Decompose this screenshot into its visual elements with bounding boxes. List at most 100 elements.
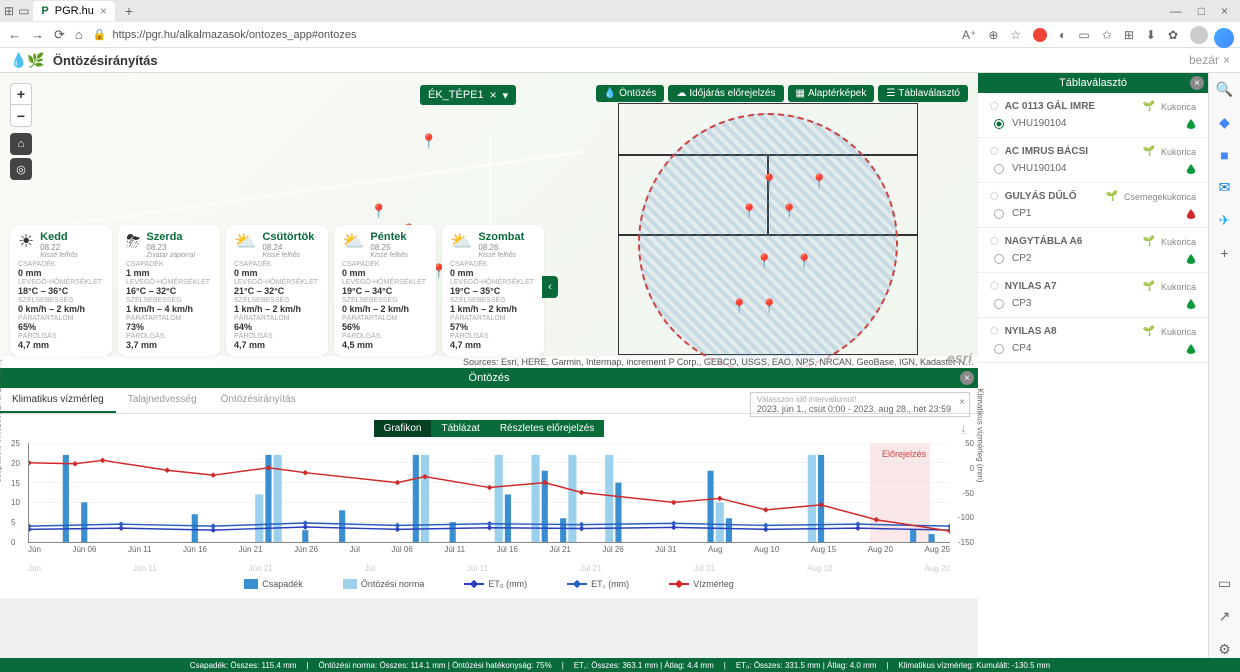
weather-card[interactable]: ☀Kedd08.22Kissé felhős CSAPADÉK0 mm LEVE…	[10, 225, 112, 356]
url-bar[interactable]: 🔒 https://pgr.hu/alkalmazasok/ontozes_ap…	[93, 28, 952, 41]
tabs-icon[interactable]: ▭	[18, 4, 29, 18]
copilot-icon[interactable]	[1214, 28, 1234, 48]
field-radio[interactable]	[994, 164, 1004, 174]
pin-icon[interactable]: 📍	[731, 298, 748, 315]
edge-settings-icon[interactable]: ⚙	[1218, 641, 1231, 658]
field-radio[interactable]	[994, 299, 1004, 309]
field-name: CP2	[1012, 253, 1178, 264]
edge-tool1-icon[interactable]: ◆	[1219, 114, 1230, 131]
pin-icon[interactable]: 📍	[370, 203, 387, 220]
field-selector-dropdown[interactable]: ÉK_TÉPE1 × ▾	[420, 85, 516, 105]
edge-share-icon[interactable]: ↗	[1219, 608, 1231, 625]
sidebar-field-item[interactable]: CP2	[990, 253, 1196, 264]
edge-search-icon[interactable]: 🔍	[1216, 81, 1233, 98]
edge-add-icon[interactable]: +	[1220, 245, 1228, 261]
field-selector-clear-icon[interactable]: ×	[490, 88, 497, 102]
download-icon[interactable]: ⬇	[1146, 28, 1156, 42]
favorites-bar-icon[interactable]: ✩	[1102, 28, 1112, 42]
pin-icon[interactable]: 📍	[741, 203, 758, 220]
weather-card[interactable]: ⛅Csütörtök08.24Kissé felhős CSAPADÉK0 mm…	[226, 225, 328, 356]
collections-icon[interactable]: ▭	[1078, 28, 1089, 42]
tab-talajnedvesseg[interactable]: Talajnedvesség	[116, 388, 209, 413]
close-panel-label: bezár	[1189, 53, 1219, 67]
pin-icon[interactable]: 📍	[420, 133, 437, 150]
pin-icon[interactable]: 📍	[796, 253, 813, 270]
crop-icon: 🌱	[1143, 146, 1155, 157]
subtab-tablazat[interactable]: Táblázat	[431, 420, 489, 437]
field-radio[interactable]	[994, 254, 1004, 264]
extensions-icon[interactable]: ⊞	[1124, 28, 1134, 42]
crop-icon: 🌱	[1106, 191, 1118, 202]
sidebar-field-item[interactable]: VHU190104	[990, 163, 1196, 174]
field-selector-sidebar: Táblaválasztó × ⬠ AC 0113 GÁL IMRE 🌱 Kuk…	[978, 73, 1208, 658]
pin-icon[interactable]: 📍	[761, 298, 778, 315]
map[interactable]: 📍 📍 📍 📍 📍 📍 📍 📍 📍 📍 📍 📍 + − ⌂ ◎ ÉK_TÉPE1…	[0, 73, 978, 368]
map-locate-button[interactable]: ◎	[10, 158, 32, 180]
interval-picker[interactable]: Válasszon idő intervallumot! 2023. jún 1…	[750, 392, 970, 417]
edge-tool2-icon[interactable]: ■	[1220, 147, 1228, 163]
map-fieldselect-button[interactable]: ☰ Táblaválasztó	[878, 85, 968, 102]
edge-panel-icon[interactable]: ▭	[1218, 575, 1231, 592]
collapse-weather-button[interactable]: ‹	[542, 276, 558, 298]
subtab-reszletes[interactable]: Részletes előrejelzés	[490, 420, 605, 437]
irrigation-panel-header: Öntözés ×	[0, 368, 978, 388]
field-radio[interactable]	[994, 119, 1004, 129]
weather-card[interactable]: ⛅Szombat08.26Kissé felhős CSAPADÉK0 mm L…	[442, 225, 544, 356]
sidebar-field-item[interactable]: CP1	[990, 208, 1196, 219]
tab-favicon: P	[41, 5, 48, 17]
nav-reload-icon[interactable]: ⟳	[54, 27, 65, 43]
sidebar-field-item[interactable]: CP3	[990, 298, 1196, 309]
tab-klimatikus[interactable]: Klimatikus vízmérleg	[0, 388, 116, 413]
search-toolbar-icon[interactable]: ⊕	[988, 28, 998, 42]
map-home-button[interactable]: ⌂	[10, 133, 32, 155]
pin-icon[interactable]: 📍	[756, 253, 773, 270]
zoom-in-button[interactable]: +	[10, 83, 32, 105]
edge-outlook-icon[interactable]: ✉	[1219, 179, 1231, 196]
weather-card[interactable]: ⛅Péntek08.25Kissé felhős CSAPADÉK0 mm LE…	[334, 225, 436, 356]
irrigation-close-button[interactable]: ×	[960, 371, 974, 385]
field-radio[interactable]	[994, 209, 1004, 219]
subtab-grafikon[interactable]: Grafikon	[374, 420, 432, 437]
profile-avatar[interactable]	[1190, 26, 1208, 44]
nav-forward-icon[interactable]: →	[31, 27, 44, 42]
crop-icon: 🌱	[1143, 281, 1155, 292]
interval-clear-icon[interactable]: ×	[959, 397, 965, 408]
window-close[interactable]: ×	[1221, 4, 1228, 18]
crop-icon: 🌱	[1143, 326, 1155, 337]
map-irrigation-button[interactable]: 💧 Öntözés	[596, 85, 665, 102]
download-chart-button[interactable]: ⤓	[961, 422, 966, 437]
window-maximize[interactable]: □	[1198, 4, 1205, 18]
ext2-icon[interactable]: ✿	[1168, 28, 1178, 42]
pin-icon[interactable]: 📍	[781, 203, 798, 220]
window-minimize[interactable]: —	[1170, 4, 1182, 18]
interval-label: Válasszon idő intervallumot!	[757, 395, 951, 404]
nav-home-icon[interactable]: ⌂	[75, 27, 83, 42]
nav-back-icon[interactable]: ←	[8, 27, 21, 42]
map-weather-button[interactable]: ☁ Időjárás előrejelzés	[668, 85, 783, 102]
browser-tab[interactable]: P PGR.hu ×	[33, 1, 115, 21]
map-basemap-button[interactable]: ▦ Alaptérképek	[788, 85, 875, 102]
weather-card[interactable]: ⛈Szerda08.23Zivatar záporral CSAPADÉK1 m…	[118, 225, 220, 356]
sidebar-field-item[interactable]: CP4	[990, 343, 1196, 354]
field-radio[interactable]	[994, 344, 1004, 354]
tab-iranyitas[interactable]: Öntözésirányítás	[209, 388, 308, 413]
grower-name: NYILAS A7	[1005, 281, 1137, 292]
irrigation-circle	[638, 113, 898, 368]
climate-chart[interactable]: Előrejelzés 2520151050 500-50-100-150	[28, 443, 950, 543]
crop-name: Kukorica	[1161, 237, 1196, 247]
pin-icon[interactable]: 📍	[811, 173, 828, 190]
adblock-icon[interactable]	[1033, 28, 1047, 42]
pin-icon[interactable]: 📍	[761, 173, 778, 190]
sidebar-close-button[interactable]: ×	[1190, 76, 1204, 90]
new-tab-button[interactable]: +	[119, 3, 139, 19]
text-size-icon[interactable]: A⁺	[962, 28, 976, 42]
refresh-ext-icon[interactable]: ◐	[1059, 28, 1066, 42]
workspace-icon[interactable]: ⊞	[4, 4, 14, 18]
grower-name: GULYÁS DŰLŐ	[1005, 191, 1100, 202]
close-panel-button[interactable]: bezár ×	[1189, 53, 1230, 67]
favorite-icon[interactable]: ☆	[1010, 28, 1021, 42]
tab-close-icon[interactable]: ×	[100, 4, 107, 18]
sidebar-field-item[interactable]: VHU190104	[990, 118, 1196, 129]
edge-telegram-icon[interactable]: ✈	[1219, 212, 1231, 229]
zoom-out-button[interactable]: −	[10, 105, 32, 127]
